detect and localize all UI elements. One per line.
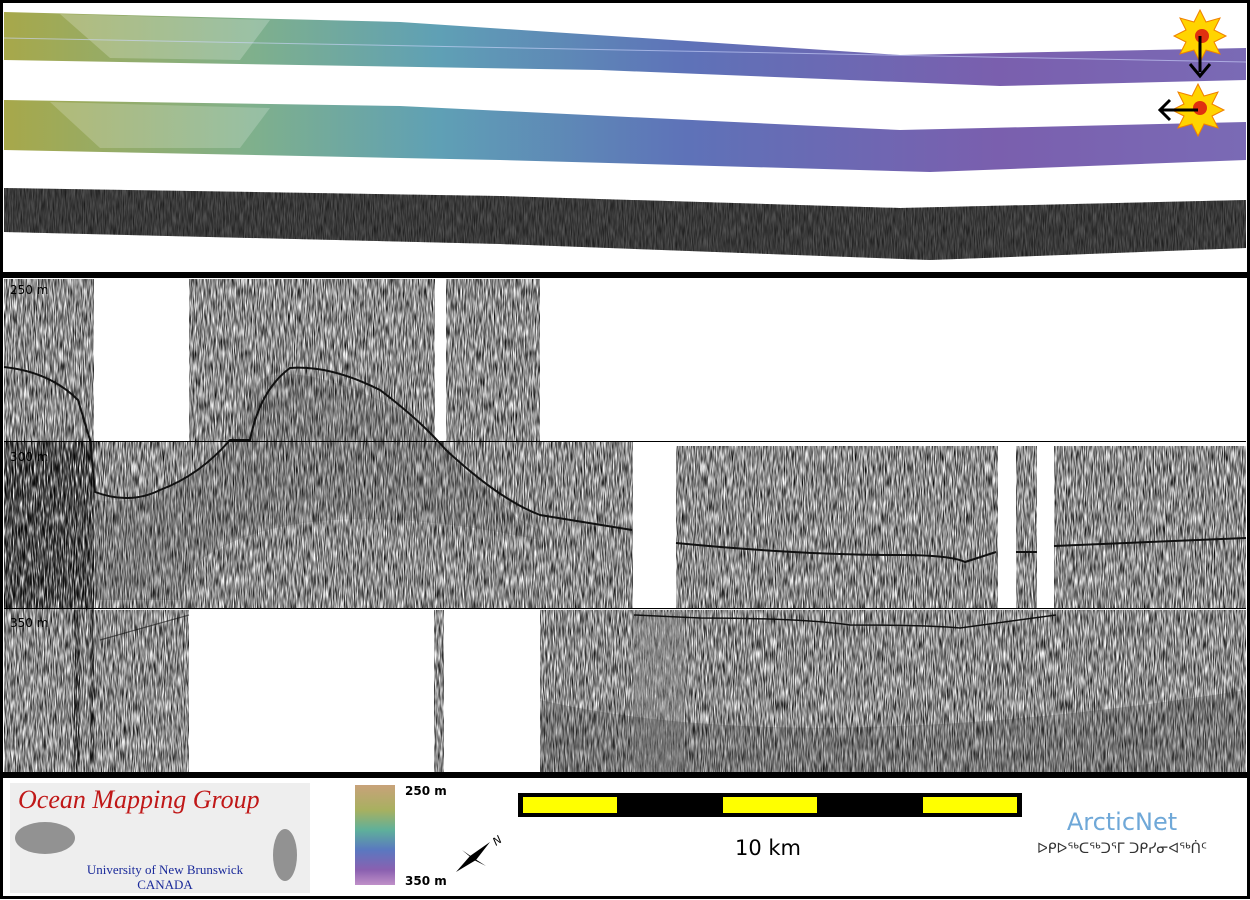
scale-label: 10 km	[735, 836, 801, 860]
logo: Ocean Mapping Group University of New Br…	[10, 783, 310, 893]
profile-data	[4, 279, 1246, 772]
nadir-line	[3, 37, 1247, 63]
backscatter-texture	[4, 188, 1246, 260]
color-bar-label: 250 m	[405, 784, 447, 798]
relief-shading	[60, 14, 270, 60]
depth-label: 300 m	[10, 450, 48, 464]
scale-bar	[518, 793, 1022, 817]
logo-country: CANADA	[137, 877, 193, 892]
partner-name: ArcticNet	[1067, 808, 1177, 836]
bathymetry-strip	[4, 12, 1246, 86]
illumination-icon	[1172, 8, 1228, 79]
seafloor-reflector	[3, 366, 1247, 641]
partner-name-inuktitut: ᐅᑭᐅᖅᑕᖅᑐᕐᒥ ᑐᑭᓯᓂᐊᖅᑏᑦ	[1037, 840, 1207, 857]
color-bar-label: 350 m	[405, 874, 447, 888]
compass-label: N	[490, 833, 504, 848]
logo-title: Ocean Mapping Group	[18, 785, 260, 814]
depth-label: 250 m	[10, 283, 48, 297]
compass: N	[456, 833, 504, 872]
illumination-icon	[1157, 82, 1226, 138]
profile-frame	[0, 275, 1250, 775]
legend-frame	[0, 775, 1250, 899]
depth-label: 350 m	[10, 616, 48, 630]
color-bar	[355, 785, 395, 885]
relief-shading	[50, 102, 270, 148]
bathymetry-strip	[4, 100, 1246, 172]
map-frame	[0, 0, 1250, 275]
logo-university: University of New Brunswick	[87, 862, 244, 877]
